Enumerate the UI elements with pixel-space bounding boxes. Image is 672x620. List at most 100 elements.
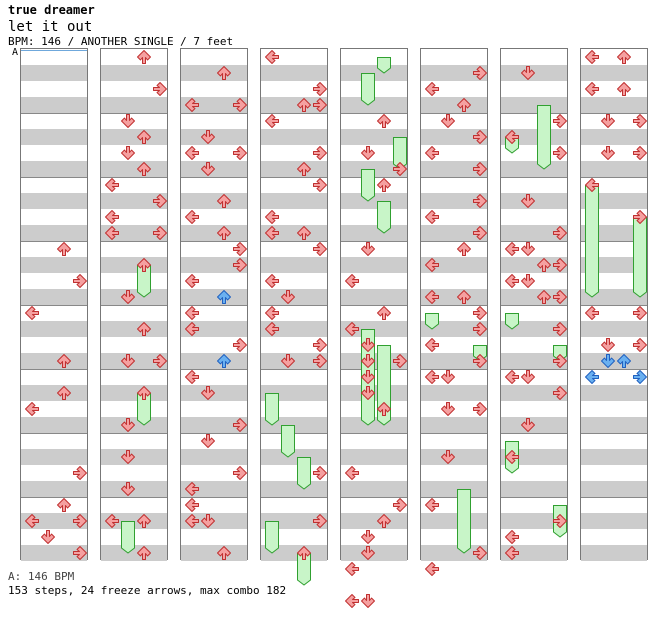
arrow-up-icon <box>376 513 392 529</box>
beat-band <box>261 257 327 273</box>
arrow-left-icon <box>504 129 520 145</box>
freeze-arrow <box>361 73 375 106</box>
beat-band <box>21 321 87 337</box>
arrow-right-icon <box>552 353 568 369</box>
arrow-down-icon <box>200 129 216 145</box>
arrow-down-icon <box>120 145 136 161</box>
beat-band <box>261 97 327 113</box>
chart-column-3 <box>180 48 248 561</box>
measure-line <box>421 113 487 114</box>
chart-column-8 <box>580 48 648 561</box>
beat-band <box>341 449 407 465</box>
measure-line <box>581 305 647 306</box>
song-title: true dreamer <box>8 3 95 17</box>
arrow-right-icon <box>312 241 328 257</box>
beat-band <box>421 417 487 433</box>
beat-band <box>421 65 487 81</box>
measure-line <box>21 305 87 306</box>
beat-band <box>21 97 87 113</box>
beat-band <box>21 481 87 497</box>
arrow-down-icon <box>120 113 136 129</box>
arrow-down-icon <box>520 369 536 385</box>
measure-line <box>581 369 647 370</box>
arrow-left-icon <box>104 513 120 529</box>
measure-line <box>181 113 247 114</box>
beat-band <box>261 161 327 177</box>
arrow-up-icon <box>56 241 72 257</box>
freeze-arrow <box>425 313 439 330</box>
arrow-right-icon <box>552 289 568 305</box>
arrow-right-icon <box>232 257 248 273</box>
arrow-up-icon <box>216 65 232 81</box>
beat-band <box>341 97 407 113</box>
arrow-up-icon <box>296 97 312 113</box>
measure-line <box>261 305 327 306</box>
beat-band <box>181 321 247 337</box>
beat-band <box>181 225 247 241</box>
arrow-down-icon <box>120 417 136 433</box>
beat-band <box>581 161 647 177</box>
beat-band <box>501 97 567 113</box>
beat-band <box>101 257 167 273</box>
arrow-right-icon <box>552 113 568 129</box>
beat-band <box>181 449 247 465</box>
arrow-left-icon <box>264 273 280 289</box>
beat-band <box>261 129 327 145</box>
arrow-up-icon <box>296 225 312 241</box>
beat-band <box>341 289 407 305</box>
measure-line <box>581 241 647 242</box>
beat-band <box>101 225 167 241</box>
arrow-up-icon <box>456 97 472 113</box>
arrow-left-icon <box>424 561 440 577</box>
arrow-right-icon <box>392 353 408 369</box>
beat-band <box>421 385 487 401</box>
arrow-right-icon <box>232 97 248 113</box>
beat-band <box>21 129 87 145</box>
arrow-down-icon <box>200 385 216 401</box>
beat-band <box>21 513 87 529</box>
beat-band <box>421 161 487 177</box>
beat-band <box>261 481 327 497</box>
beat-band <box>181 65 247 81</box>
arrow-down-icon <box>200 161 216 177</box>
arrow-down-icon <box>440 449 456 465</box>
beat-band <box>581 513 647 529</box>
arrow-left-icon <box>584 177 600 193</box>
beat-band <box>421 129 487 145</box>
measure-line <box>501 113 567 114</box>
beat-band <box>501 481 567 497</box>
arrow-down-icon <box>120 481 136 497</box>
arrow-left-icon <box>184 145 200 161</box>
beat-band <box>261 193 327 209</box>
arrow-down-icon <box>360 385 376 401</box>
arrow-right-icon <box>632 369 648 385</box>
arrow-up-icon <box>536 289 552 305</box>
beat-band <box>421 353 487 369</box>
beat-band <box>21 385 87 401</box>
arrow-down-icon <box>600 145 616 161</box>
beat-band <box>341 513 407 529</box>
arrow-up-icon <box>616 49 632 65</box>
arrow-left-icon <box>504 273 520 289</box>
measure-line <box>581 433 647 434</box>
beat-band <box>181 353 247 369</box>
arrow-down-icon <box>360 593 376 609</box>
chart-column-5 <box>340 48 408 608</box>
beat-band <box>581 481 647 497</box>
arrow-right-icon <box>312 337 328 353</box>
arrow-left-icon <box>184 321 200 337</box>
measure-line <box>21 177 87 178</box>
beat-band <box>21 449 87 465</box>
freeze-arrow <box>585 185 599 298</box>
arrow-up-icon <box>56 353 72 369</box>
arrow-left-icon <box>104 177 120 193</box>
measure-line <box>501 433 567 434</box>
beat-band <box>501 289 567 305</box>
arrow-down-icon <box>360 369 376 385</box>
arrow-left-icon <box>424 81 440 97</box>
beat-band <box>21 193 87 209</box>
arrow-right-icon <box>72 545 88 561</box>
measure-line <box>341 305 407 306</box>
arrow-left-icon <box>504 545 520 561</box>
arrow-left-icon <box>184 513 200 529</box>
